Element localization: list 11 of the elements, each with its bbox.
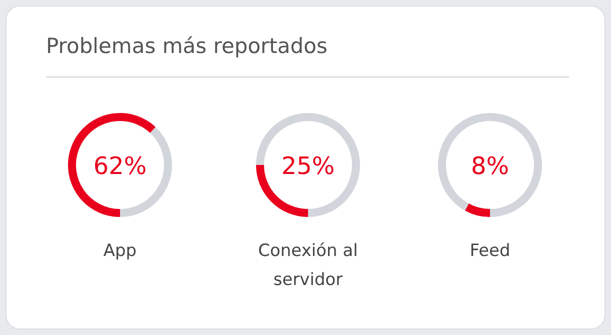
slice-label: App (103, 241, 137, 261)
donut-slice (438, 113, 542, 217)
data-label: 25% (281, 152, 335, 180)
donut-slice (256, 113, 360, 217)
data-label: 62% (93, 152, 147, 180)
slice-label: Feed (470, 241, 510, 261)
chart-title: Problemas más reportados (46, 34, 328, 58)
data-label: 8% (470, 152, 510, 180)
donut-slice (68, 113, 156, 217)
slice-label: Conexión al servidor (258, 241, 358, 290)
donut-slice (464, 204, 490, 217)
